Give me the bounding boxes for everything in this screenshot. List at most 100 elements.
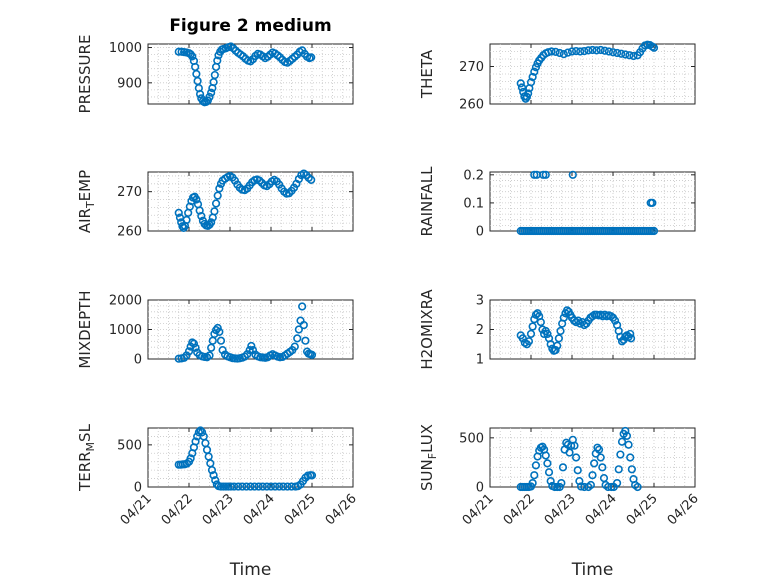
x-axis-label: Time [571,560,614,580]
data-point [271,482,280,491]
data-point [293,334,302,343]
data-point [596,453,605,462]
data-point [524,337,534,346]
data-point [541,170,550,179]
data-point [563,48,573,57]
y-tick-label: 2000 [109,294,142,309]
data-point [553,341,562,350]
y-tick-label: 500 [459,431,484,446]
data-point [588,471,597,480]
data-point [198,428,207,437]
subplot-mixdepth: 0 1000 2000 MIXDEPTH [76,290,354,369]
data-point [568,170,577,179]
data-point [603,482,613,492]
data-point [557,478,566,488]
data-point [516,79,525,88]
data-point [598,463,607,472]
data-point [530,170,539,179]
data-point [649,43,659,52]
x-axis-label: Time [229,560,272,580]
x-tick-label: 04/26 [665,491,702,528]
data-point [518,334,527,343]
x-tick-label: 04/23 [200,491,237,528]
x-tick-label: 04/25 [282,491,319,528]
x-tick-label: 04/23 [542,491,579,528]
series-markers [516,40,659,103]
data-point [592,46,601,55]
data-point [625,51,634,60]
x-tick-label: 04/22 [159,491,196,528]
axes-box [147,171,354,232]
data-point [213,56,222,65]
data-point [590,459,599,468]
data-point [626,453,635,462]
data-point [621,50,630,59]
data-point [570,441,579,450]
data-point [262,482,272,491]
data-point [594,445,604,454]
y-tick-label: 500 [117,438,142,453]
data-point [182,459,192,468]
x-tick-label: 04/26 [323,491,360,528]
y-tick-label: 260 [459,98,484,113]
data-point [612,48,622,58]
data-point [209,471,218,480]
data-point [224,482,233,491]
y-tick-label: 270 [459,60,484,75]
data-point [215,184,224,193]
data-point [617,49,626,58]
data-point [238,482,247,491]
subplot-terr-msl: 04/21 04/22 04/23 04/24 04/25 04/26 0 500 TERRMS… [76,423,360,580]
y-axis-label: TERRMSL [76,423,97,492]
data-point [541,451,550,460]
data-point [614,465,623,474]
y-tick-label: 0.2 [463,168,484,183]
data-point [524,89,533,98]
data-point [188,52,197,61]
data-point [610,316,620,325]
data-point [526,329,536,339]
y-tick-label: 260 [117,225,142,240]
y-tick-label: 0.1 [463,196,484,211]
subplot-h2omixra: 1 2 3 H2OMIXRA [418,289,696,370]
series-markers [174,42,316,107]
series-markers [174,426,317,491]
axes-box [489,171,696,232]
x-tick-label: 04/21 [118,491,155,528]
data-point [258,482,267,491]
data-point [196,426,205,435]
subplot-air-temp: 260 270 AIRTEMP [76,169,354,240]
y-tick-label: 0 [134,353,142,368]
data-point [191,437,200,446]
data-point [528,478,537,488]
data-point [554,334,563,343]
data-point [626,329,635,339]
data-point [576,47,585,56]
data-point [571,453,581,462]
data-point [192,195,201,204]
data-point [245,346,254,355]
data-point [299,320,308,330]
data-point [543,329,552,339]
data-point [616,450,625,459]
data-point [210,70,219,80]
data-point [543,459,552,468]
data-point [627,465,636,474]
axes-box [147,427,354,488]
data-point [551,47,560,56]
data-point [242,482,251,491]
y-axis-label: SUNFLUX [418,424,439,491]
data-point [189,339,199,348]
data-point [556,326,565,336]
data-point [234,482,243,491]
data-point [633,482,642,492]
y-tick-label: 1 [476,353,484,368]
y-tick-label: 0 [134,481,142,496]
data-point [546,477,555,486]
subplot-sun-flux: 04/21 04/22 04/23 04/24 04/25 04/26 0 500 SUNFLU… [418,424,702,580]
data-point [559,50,568,59]
data-point [266,482,276,491]
data-point [184,347,194,356]
data-point [246,482,255,491]
data-point [600,46,609,55]
